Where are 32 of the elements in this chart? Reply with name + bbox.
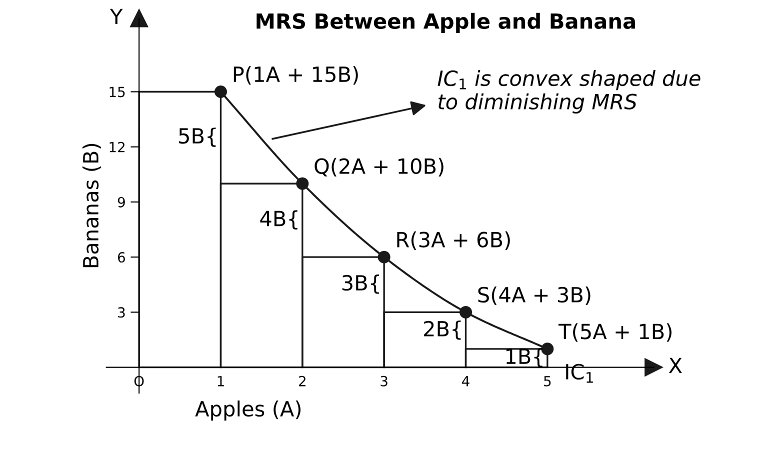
annotation: 4B{: [260, 210, 298, 230]
x-tick-label: 2: [299, 376, 306, 386]
annotation: IC$_{1}$ is convex shaped due to diminishing MRS: [438, 70, 700, 114]
point: [460, 306, 472, 318]
data-label: R(3A + 6B): [397, 231, 510, 250]
point: [541, 342, 554, 356]
y-tick-label: 15: [110, 86, 125, 98]
annotation: Y: [110, 8, 123, 24]
x-axis-title: Apples (A): [195, 400, 301, 421]
x-tick-label: 3: [380, 376, 388, 386]
annotation: X: [668, 358, 682, 374]
annotation: 3B{: [342, 274, 380, 294]
x-tick-label: 5: [544, 376, 551, 386]
data-label: S(4A + 3B): [478, 286, 590, 306]
annotation: 5B{: [179, 128, 216, 147]
y-tick-label: 3: [118, 307, 125, 318]
y-tick-label: 12: [110, 142, 124, 152]
data-label: P(1A + 15B): [234, 66, 358, 85]
point: [296, 177, 309, 190]
annotation: 1B{: [506, 348, 542, 368]
annotation: 2B{: [424, 320, 461, 340]
x-tick-label: 1: [218, 376, 224, 386]
y-tick-label: 9: [118, 196, 125, 208]
point: [378, 250, 390, 264]
point: [214, 86, 227, 98]
data-label: Q(2A + 10B): [314, 158, 444, 176]
chart-title: MRS Between Apple and Banana: [256, 12, 635, 34]
series-label: IC$_{1}$: [566, 364, 593, 383]
data-label: T(5A + 1B): [558, 323, 672, 342]
y-tick-label: 6: [118, 252, 125, 263]
y-axis-title: Bananas (B): [82, 144, 102, 268]
x-tick-label: 4: [462, 376, 470, 386]
